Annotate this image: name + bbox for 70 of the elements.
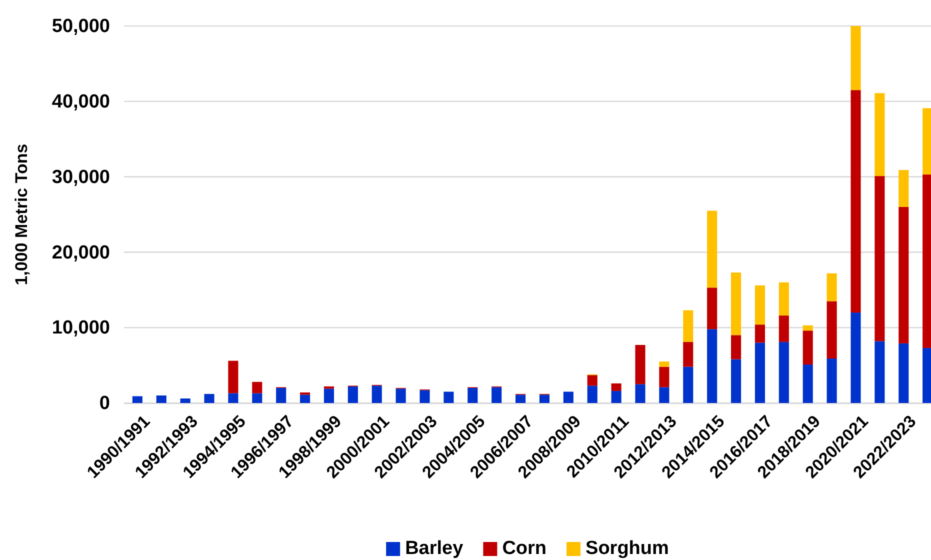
- bar: [874, 341, 885, 403]
- bar: [132, 396, 142, 403]
- legend-label: Barley: [405, 538, 464, 559]
- legend-label: Corn: [502, 538, 547, 559]
- bar: [730, 335, 742, 360]
- y-tick-label: 50,000: [52, 16, 110, 38]
- bar: [348, 386, 358, 403]
- bar: [468, 388, 478, 403]
- bar: [372, 386, 382, 403]
- bar: [611, 383, 622, 391]
- bar: [707, 210, 718, 288]
- bar: [611, 390, 622, 403]
- bar: [802, 325, 813, 331]
- bar: [228, 393, 238, 403]
- bar: [754, 342, 765, 403]
- bar: [563, 392, 574, 403]
- bar: [778, 316, 789, 342]
- y-tick-label: 40,000: [52, 91, 110, 112]
- bar: [396, 388, 406, 403]
- legend-label: Sorghum: [586, 538, 669, 559]
- bar: [802, 330, 813, 365]
- bar: [683, 310, 694, 342]
- y-tick-label: 30,000: [52, 166, 110, 188]
- bar: [635, 384, 646, 403]
- bar: [898, 170, 909, 207]
- bar: [444, 392, 454, 403]
- bar: [516, 394, 526, 403]
- bar: [659, 362, 670, 367]
- bar: [659, 387, 670, 403]
- bar: [587, 375, 598, 386]
- bar: [730, 272, 742, 336]
- bar: [252, 393, 262, 403]
- bar: [276, 388, 286, 403]
- bar: [324, 388, 334, 403]
- y-axis-title: 1,000 Metric Tons: [12, 144, 31, 286]
- bar: [492, 387, 502, 403]
- bar: [850, 26, 861, 90]
- bar: [778, 342, 789, 403]
- bar: [635, 344, 646, 384]
- bar: [204, 394, 214, 403]
- bar: [730, 359, 742, 403]
- bar: [252, 382, 262, 394]
- bar: [587, 386, 598, 403]
- bar: [898, 206, 909, 344]
- bar: [826, 358, 837, 403]
- bar: [683, 342, 694, 367]
- bar: [754, 324, 765, 343]
- y-tick-label: 10,000: [52, 318, 110, 339]
- y-tick-label: 20,000: [52, 242, 110, 264]
- bar: [778, 282, 789, 316]
- bar: [683, 366, 694, 403]
- bar: [826, 273, 837, 302]
- bar: [850, 312, 861, 403]
- bar: [180, 398, 190, 403]
- bar: [420, 390, 430, 403]
- bar: [874, 176, 885, 342]
- bar: [850, 90, 861, 313]
- bar: [228, 360, 238, 394]
- bar: [539, 394, 550, 403]
- bar: [898, 343, 909, 403]
- y-tick-label: 0: [99, 393, 110, 414]
- bar: [707, 329, 718, 403]
- bar: [874, 93, 885, 176]
- bar: [659, 366, 670, 388]
- bar: [300, 394, 310, 403]
- bar: [802, 364, 813, 403]
- bar: [156, 395, 166, 403]
- bar: [707, 288, 718, 330]
- bar: [754, 285, 765, 325]
- bar: [826, 301, 837, 359]
